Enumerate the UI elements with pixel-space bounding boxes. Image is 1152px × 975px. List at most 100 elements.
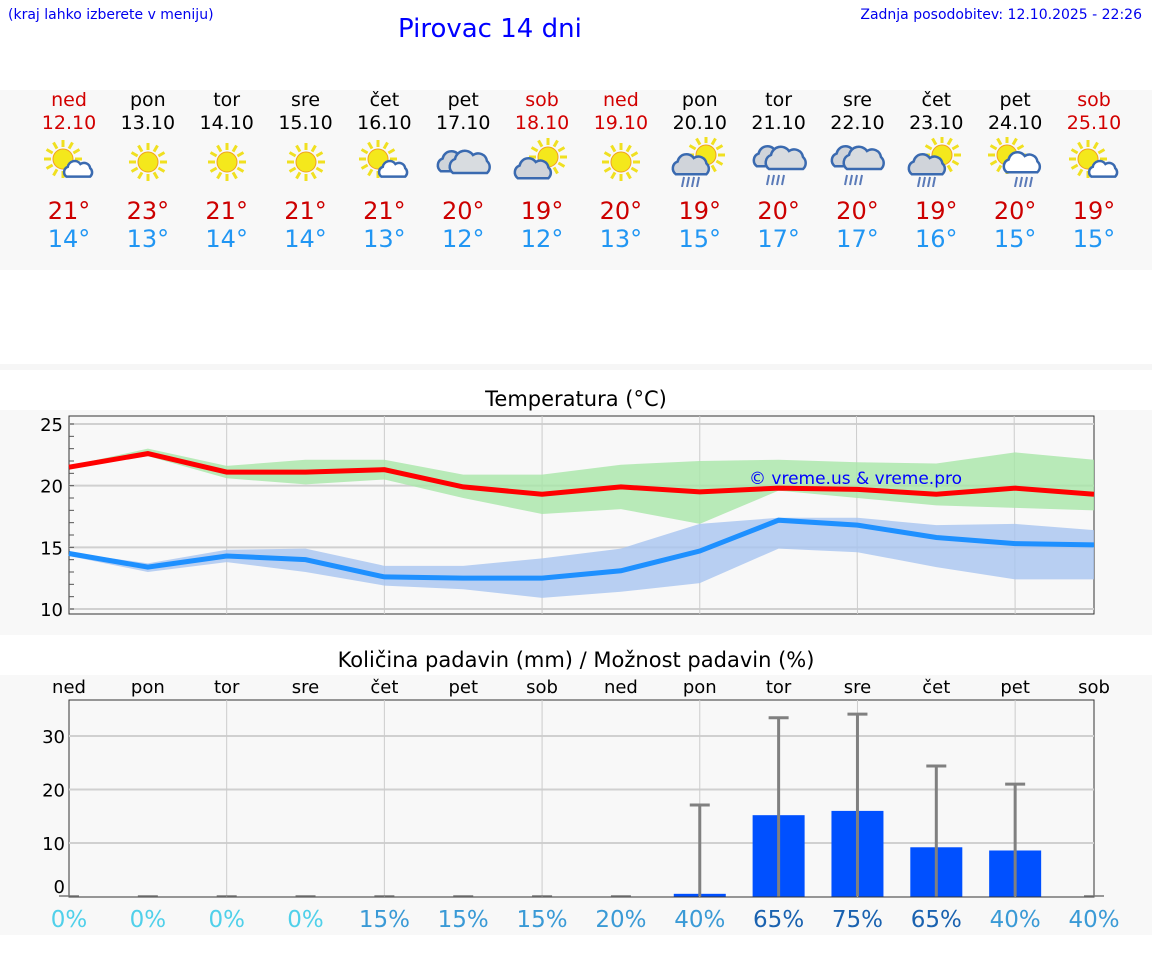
temperature-chart-title: Temperatura (°C) — [485, 387, 667, 411]
weather-clouds-icon — [436, 149, 492, 175]
x-day-label: pet — [448, 677, 478, 698]
temp-max: 19° — [1072, 197, 1116, 225]
precip-probability: 15% — [438, 907, 489, 933]
precip-probability: 40% — [990, 907, 1041, 933]
day-column: ned 19.10 20° 13° — [581, 89, 661, 251]
temp-max: 19° — [678, 197, 722, 225]
weather-sun-cloud-rain-icon — [988, 137, 1042, 187]
day-date: 15.10 — [278, 112, 333, 134]
day-column: sre 15.10 21° 14° — [266, 89, 346, 251]
forecast-strip — [0, 90, 1152, 270]
day-date: 13.10 — [120, 112, 176, 134]
day-column: pon 20.10 19° 15° — [660, 89, 740, 251]
day-date: 20.10 — [672, 112, 727, 134]
temp-min: 12° — [520, 225, 564, 253]
temp-max: 21° — [205, 197, 248, 225]
y-tick-label: 0 — [54, 877, 65, 898]
temp-max: 20° — [599, 197, 643, 225]
last-updated: Zadnja posodobitev: 12.10.2025 - 22:26 — [860, 7, 1142, 23]
gridline-v — [1013, 415, 1016, 615]
day-column: ned 12.10 21° 14° — [29, 89, 109, 251]
max-temp-line — [68, 451, 1095, 497]
day-column: pon 13.10 23° 13° — [108, 89, 188, 251]
precip-probability: 65% — [911, 907, 962, 933]
day-name: sre — [291, 89, 321, 111]
day-name: pon — [129, 89, 166, 111]
weather-cloud-sun-rain-icon — [671, 137, 725, 187]
weather-sun-small-cloud-icon — [1069, 140, 1119, 178]
x-day-label: tor — [214, 677, 240, 698]
day-column: čet 16.10 21° 13° — [344, 89, 424, 251]
precip-probability: 40% — [674, 907, 725, 933]
x-day-label: pon — [131, 677, 165, 698]
y-tick-label: 20 — [42, 781, 65, 802]
day-column: pet 17.10 20° 12° — [423, 89, 503, 251]
weather-sun-icon — [207, 143, 246, 181]
x-day-label: sre — [292, 677, 319, 698]
day-date: 23.10 — [909, 112, 964, 134]
day-date: 17.10 — [436, 112, 491, 134]
x-day-label: sob — [526, 677, 558, 698]
location-hint[interactable]: (kraj lahko izberete v meniju) — [8, 7, 214, 23]
day-name: čet — [369, 89, 400, 111]
weather-sun-small-cloud-icon — [359, 140, 409, 178]
gridline-v — [855, 415, 858, 615]
day-name: pet — [999, 89, 1031, 111]
day-column: sre 22.10 20° 17° — [817, 89, 897, 251]
y-tick-label: 30 — [42, 727, 65, 748]
precip-probability: 0% — [287, 907, 324, 933]
temp-max: 20° — [757, 197, 800, 225]
temp-min: 15° — [993, 225, 1037, 253]
weather-sun-icon — [286, 143, 325, 181]
weather-sun-small-cloud-icon — [44, 140, 94, 178]
day-date: 21.10 — [751, 112, 806, 134]
weather-clouds-rain-icon — [831, 144, 886, 186]
divider — [0, 364, 1152, 370]
day-name: čet — [921, 89, 952, 111]
weather-sun-icon — [601, 143, 640, 181]
x-day-label: ned — [52, 677, 86, 698]
day-column: sob 18.10 19° 12° — [502, 89, 582, 251]
temp-max: 19° — [520, 197, 564, 225]
weather-sun-icon — [128, 143, 167, 181]
x-day-label: pet — [1000, 677, 1030, 698]
precip-probability: 40% — [1068, 907, 1119, 933]
temp-max: 21° — [363, 197, 406, 225]
day-column: pet 24.10 20° 15° — [975, 89, 1055, 251]
day-date: 18.10 — [514, 112, 570, 134]
temp-min: 17° — [757, 225, 800, 253]
x-day-label: čet — [922, 677, 950, 698]
temp-max: 19° — [915, 197, 958, 225]
temp-min: 12° — [441, 225, 485, 253]
weather-cloud-sun-icon — [513, 138, 568, 180]
day-date: 16.10 — [357, 112, 412, 134]
day-column: čet 23.10 19° 16° — [896, 89, 976, 251]
precip-chart-title: Količina padavin (mm) / Možnost padavin … — [337, 648, 815, 672]
day-date: 22.10 — [830, 112, 885, 134]
weather-clouds-rain-icon — [752, 144, 807, 186]
max-range-band — [69, 448, 1094, 524]
precip-probability: 0% — [51, 907, 88, 933]
day-name: tor — [765, 89, 793, 111]
day-name: pon — [681, 89, 718, 111]
y-tick-label: 10 — [40, 600, 63, 621]
precip-probability: 65% — [753, 907, 804, 933]
x-day-label: ned — [604, 677, 638, 698]
day-name: sob — [1077, 89, 1111, 111]
y-tick-label: 20 — [40, 477, 63, 498]
temp-max: 20° — [441, 197, 485, 225]
x-day-label: sre — [844, 677, 871, 698]
day-name: sre — [842, 89, 872, 111]
precip-probability: 0% — [130, 907, 167, 933]
temp-max: 20° — [993, 197, 1037, 225]
day-date: 19.10 — [593, 112, 649, 134]
temp-min: 14° — [205, 225, 248, 253]
page-title: Pirovac 14 dni — [398, 14, 582, 44]
precip-probability: 0% — [208, 907, 245, 933]
day-name: sob — [525, 89, 559, 111]
day-column: tor 14.10 21° 14° — [187, 89, 267, 251]
day-date: 25.10 — [1066, 112, 1122, 134]
precip-probability: 15% — [517, 907, 568, 933]
y-tick-label: 25 — [40, 415, 63, 436]
